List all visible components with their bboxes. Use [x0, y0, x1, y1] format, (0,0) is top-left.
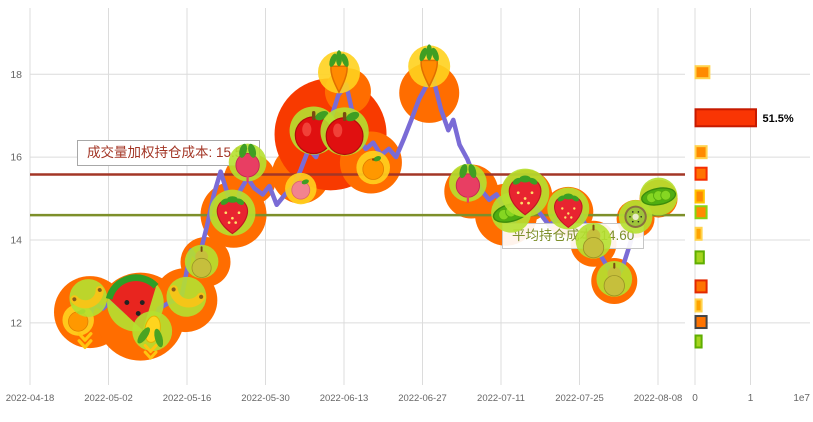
x-axis-tick-label: 2022-07-25	[555, 393, 604, 404]
profile-scale-label: 1e7	[793, 393, 810, 404]
volume-profile-bar	[694, 65, 711, 80]
x-axis-tick-label: 2022-07-11	[477, 393, 525, 404]
x-axis-tick-label: 2022-04-18	[6, 393, 55, 404]
volume-profile-bar	[694, 145, 708, 160]
x-axis-tick-label: 2022-06-27	[398, 393, 447, 404]
avg-cost-label: 平均持仓成本: 14.60	[502, 223, 645, 250]
y-axis-tick-label: 18	[10, 69, 22, 81]
volume-blob	[639, 179, 678, 218]
volume-profile-bar	[694, 315, 708, 330]
volume-profile-bar	[694, 166, 708, 181]
volume-profile-bar	[694, 334, 703, 349]
volume-profile-bar	[694, 205, 708, 220]
volume-profile-bar	[694, 250, 705, 265]
volume-profile-bar	[694, 108, 757, 128]
volume-profile-bars: 51.5%	[694, 65, 794, 349]
volume-profile-bar	[694, 226, 703, 241]
x-axis-tick-label: 2022-06-13	[320, 393, 369, 404]
volume-blobs	[53, 62, 678, 361]
y-axis-tick-label: 16	[10, 152, 22, 164]
x-axis-tick-label: 2022-05-02	[84, 393, 133, 404]
y-axis-tick-label: 12	[10, 317, 22, 329]
volume-blob	[339, 131, 402, 194]
x-axis-tick-label: 2022-05-30	[241, 393, 290, 404]
vwap-cost-label: 成交量加权持仓成本: 15.58	[77, 140, 260, 167]
volume-profile-bar	[694, 298, 703, 313]
volume-blob	[399, 62, 460, 123]
x-axis-tick-label: 2022-05-16	[163, 393, 212, 404]
x-axis-tick-label: 2022-08-08	[634, 393, 683, 404]
y-axis-tick-label: 14	[10, 235, 22, 247]
volume-profile-bar-label: 51.5%	[762, 113, 793, 125]
volume-profile-bar	[694, 279, 708, 294]
profile-x-tick-label: 0	[692, 393, 698, 404]
volume-profile-bar	[694, 189, 705, 204]
profile-x-tick-label: 1	[748, 393, 754, 404]
